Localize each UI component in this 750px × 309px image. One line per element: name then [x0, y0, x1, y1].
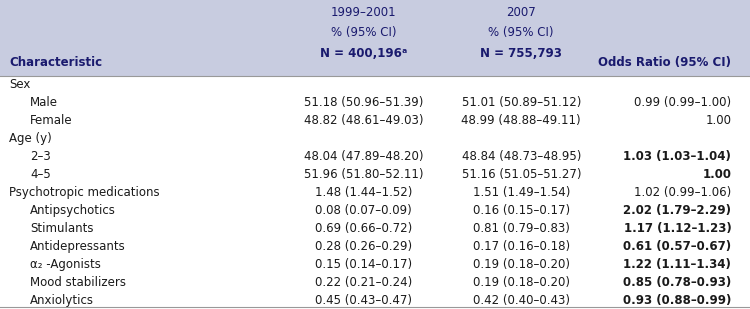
Text: % (95% CI): % (95% CI) [488, 26, 554, 39]
Text: 1999–2001: 1999–2001 [331, 6, 397, 19]
Text: 1.22 (1.11–1.34): 1.22 (1.11–1.34) [623, 258, 731, 271]
Text: 48.04 (47.89–48.20): 48.04 (47.89–48.20) [304, 150, 424, 163]
Text: 48.82 (48.61–49.03): 48.82 (48.61–49.03) [304, 114, 424, 127]
Text: N = 755,793: N = 755,793 [480, 47, 562, 60]
Text: 0.45 (0.43–0.47): 0.45 (0.43–0.47) [315, 294, 413, 307]
Text: 0.17 (0.16–0.18): 0.17 (0.16–0.18) [472, 240, 570, 253]
Text: Female: Female [30, 114, 73, 127]
Text: 0.19 (0.18–0.20): 0.19 (0.18–0.20) [472, 258, 570, 271]
Text: N = 400,196ᵃ: N = 400,196ᵃ [320, 47, 407, 60]
Text: 2007: 2007 [506, 6, 536, 19]
Text: 1.02 (0.99–1.06): 1.02 (0.99–1.06) [634, 186, 731, 199]
Text: α₂ -Agonists: α₂ -Agonists [30, 258, 100, 271]
Text: Anxiolytics: Anxiolytics [30, 294, 94, 307]
Text: 0.08 (0.07–0.09): 0.08 (0.07–0.09) [315, 204, 413, 217]
Text: 0.19 (0.18–0.20): 0.19 (0.18–0.20) [472, 276, 570, 289]
Text: 0.99 (0.99–1.00): 0.99 (0.99–1.00) [634, 96, 731, 109]
Text: 0.28 (0.26–0.29): 0.28 (0.26–0.29) [315, 240, 413, 253]
Text: 0.16 (0.15–0.17): 0.16 (0.15–0.17) [472, 204, 570, 217]
Text: 0.22 (0.21–0.24): 0.22 (0.21–0.24) [315, 276, 413, 289]
Text: Sex: Sex [9, 78, 30, 91]
Text: 51.96 (51.80–52.11): 51.96 (51.80–52.11) [304, 168, 424, 181]
Text: 51.01 (50.89–51.12): 51.01 (50.89–51.12) [461, 96, 581, 109]
Text: Mood stabilizers: Mood stabilizers [30, 276, 126, 289]
Text: % (95% CI): % (95% CI) [331, 26, 397, 39]
Text: 1.17 (1.12–1.23): 1.17 (1.12–1.23) [623, 222, 731, 235]
Text: 0.93 (0.88–0.99): 0.93 (0.88–0.99) [622, 294, 731, 307]
Text: 2.02 (1.79–2.29): 2.02 (1.79–2.29) [623, 204, 731, 217]
Text: 0.15 (0.14–0.17): 0.15 (0.14–0.17) [315, 258, 413, 271]
Text: Stimulants: Stimulants [30, 222, 94, 235]
Text: 1.51 (1.49–1.54): 1.51 (1.49–1.54) [472, 186, 570, 199]
Text: 1.03 (1.03–1.04): 1.03 (1.03–1.04) [623, 150, 731, 163]
Text: 48.99 (48.88–49.11): 48.99 (48.88–49.11) [461, 114, 581, 127]
Text: Antipsychotics: Antipsychotics [30, 204, 115, 217]
Text: Characteristic: Characteristic [9, 56, 102, 69]
Text: 4–5: 4–5 [30, 168, 51, 181]
Text: 51.18 (50.96–51.39): 51.18 (50.96–51.39) [304, 96, 424, 109]
Text: 0.42 (0.40–0.43): 0.42 (0.40–0.43) [472, 294, 570, 307]
Text: Odds Ratio (95% CI): Odds Ratio (95% CI) [598, 56, 731, 69]
Text: 1.00: 1.00 [702, 168, 731, 181]
Text: 0.69 (0.66–0.72): 0.69 (0.66–0.72) [315, 222, 413, 235]
Text: 1.00: 1.00 [705, 114, 731, 127]
Bar [0, 76, 750, 309]
Text: 0.85 (0.78–0.93): 0.85 (0.78–0.93) [623, 276, 731, 289]
Text: 2–3: 2–3 [30, 150, 51, 163]
Text: Psychotropic medications: Psychotropic medications [9, 186, 160, 199]
Text: 0.81 (0.79–0.83): 0.81 (0.79–0.83) [472, 222, 570, 235]
Bar [0, 0, 750, 76]
Text: 1.48 (1.44–1.52): 1.48 (1.44–1.52) [315, 186, 413, 199]
Text: 48.84 (48.73–48.95): 48.84 (48.73–48.95) [461, 150, 581, 163]
Text: 51.16 (51.05–51.27): 51.16 (51.05–51.27) [461, 168, 581, 181]
Text: Age (y): Age (y) [9, 132, 52, 145]
Text: 0.61 (0.57–0.67): 0.61 (0.57–0.67) [623, 240, 731, 253]
Text: Male: Male [30, 96, 58, 109]
Text: Antidepressants: Antidepressants [30, 240, 126, 253]
